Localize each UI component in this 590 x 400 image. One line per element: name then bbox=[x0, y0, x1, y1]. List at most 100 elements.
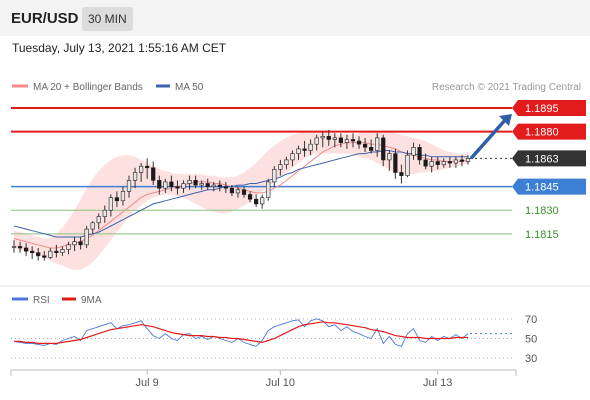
level-label-1.1845: 1.1845 bbox=[525, 182, 559, 194]
candle bbox=[199, 180, 204, 190]
level-label-1.1815: 1.1815 bbox=[525, 229, 559, 241]
candle bbox=[211, 181, 216, 192]
candle-body-up bbox=[411, 147, 416, 156]
candle bbox=[381, 134, 386, 167]
candle-body-up bbox=[278, 164, 283, 170]
candle-body-down bbox=[381, 137, 386, 161]
candle-body-down bbox=[241, 189, 247, 195]
candle-body-down bbox=[169, 181, 174, 187]
candle-body-down bbox=[254, 198, 259, 205]
candle bbox=[429, 156, 434, 173]
candle bbox=[320, 131, 325, 148]
moving-averages bbox=[13, 142, 469, 249]
level-label-1.1880: 1.1880 bbox=[525, 127, 559, 139]
price-level-tags: 1.1895 1.1880 1.1863 1.1845 1.1830 1.1815 bbox=[512, 100, 586, 241]
candle bbox=[84, 225, 89, 248]
candle-body-up bbox=[163, 181, 168, 189]
forecast-arrow bbox=[470, 114, 512, 160]
candle-body-down bbox=[247, 194, 253, 200]
candle bbox=[187, 175, 192, 190]
candle bbox=[465, 155, 471, 165]
candle bbox=[17, 241, 23, 253]
candle-body-up bbox=[60, 249, 65, 253]
candle bbox=[423, 153, 428, 170]
x-tick-label: Jul 9 bbox=[136, 377, 159, 389]
candle-body-down bbox=[145, 165, 150, 169]
candle bbox=[441, 158, 446, 168]
candle-body-down bbox=[229, 187, 235, 194]
ma20-line bbox=[13, 142, 469, 249]
candle bbox=[350, 133, 356, 148]
ma50-legend-label: MA 50 bbox=[175, 82, 204, 93]
candle bbox=[447, 156, 452, 168]
candle bbox=[266, 178, 271, 201]
candle bbox=[296, 145, 301, 160]
candle bbox=[90, 221, 95, 234]
candle-body-down bbox=[30, 250, 35, 253]
candle-body-up bbox=[314, 137, 319, 145]
x-tick-label: Jul 10 bbox=[266, 377, 295, 389]
candle bbox=[459, 155, 465, 167]
candle bbox=[36, 247, 41, 261]
level-label-1.1863: 1.1863 bbox=[525, 153, 559, 165]
candle-body-up bbox=[139, 165, 144, 173]
level-label-1.1830: 1.1830 bbox=[525, 205, 559, 217]
candle bbox=[126, 175, 132, 198]
candle bbox=[72, 236, 77, 252]
candle bbox=[78, 236, 83, 250]
candle bbox=[132, 167, 138, 189]
candle-body-up bbox=[344, 139, 350, 143]
candle-body-up bbox=[90, 222, 95, 230]
candle-body-down bbox=[459, 159, 465, 162]
candle-body-up bbox=[102, 209, 107, 217]
candle-body-up bbox=[108, 197, 113, 211]
candle-body-up bbox=[453, 159, 459, 164]
candle-body-up bbox=[260, 197, 265, 205]
candle-body-down bbox=[362, 143, 368, 148]
candle bbox=[241, 186, 247, 198]
candle bbox=[399, 164, 404, 184]
candle bbox=[108, 194, 113, 217]
rsi-legend: RSI 9MA bbox=[12, 295, 102, 306]
ma50-line bbox=[13, 150, 468, 238]
candle-body-up bbox=[235, 189, 241, 194]
rsi-tick-label: 50 bbox=[525, 334, 537, 346]
rsi-legend-label: RSI bbox=[33, 295, 50, 306]
timeframe-badge[interactable]: 30 MIN bbox=[82, 7, 133, 31]
candle bbox=[260, 194, 265, 209]
candle bbox=[102, 205, 107, 223]
candle bbox=[169, 175, 174, 192]
candle bbox=[48, 247, 53, 259]
candle bbox=[338, 133, 343, 148]
candle-body-down bbox=[157, 180, 162, 189]
candle bbox=[393, 148, 398, 179]
candle bbox=[272, 166, 277, 187]
candle bbox=[163, 178, 168, 193]
candle-body-up bbox=[211, 184, 216, 187]
candle bbox=[369, 139, 374, 154]
candle bbox=[193, 175, 198, 189]
candle-body-down bbox=[369, 147, 374, 151]
candle-body-down bbox=[54, 250, 59, 253]
candle-body-up bbox=[266, 181, 271, 198]
candle bbox=[314, 134, 319, 151]
price-levels bbox=[11, 107, 512, 235]
forecast-arrow-head bbox=[499, 114, 512, 127]
copyright-label: Research © 2021 Trading Central bbox=[432, 82, 581, 93]
candle bbox=[290, 150, 295, 167]
candle-body-up bbox=[132, 172, 138, 181]
candle bbox=[151, 161, 156, 186]
x-tick-label: Jul 13 bbox=[423, 377, 452, 389]
candle-body-up bbox=[290, 153, 295, 161]
forecast-arrow-shaft bbox=[470, 117, 508, 160]
header-bar: EUR/USD 30 MIN bbox=[0, 0, 590, 36]
candle bbox=[375, 133, 380, 157]
candle-body-down bbox=[17, 246, 23, 249]
candle-body-up bbox=[465, 158, 471, 162]
candle bbox=[181, 180, 186, 193]
candle-body-down bbox=[114, 197, 120, 202]
candle-body-up bbox=[48, 250, 53, 258]
candle-body-down bbox=[393, 153, 398, 173]
